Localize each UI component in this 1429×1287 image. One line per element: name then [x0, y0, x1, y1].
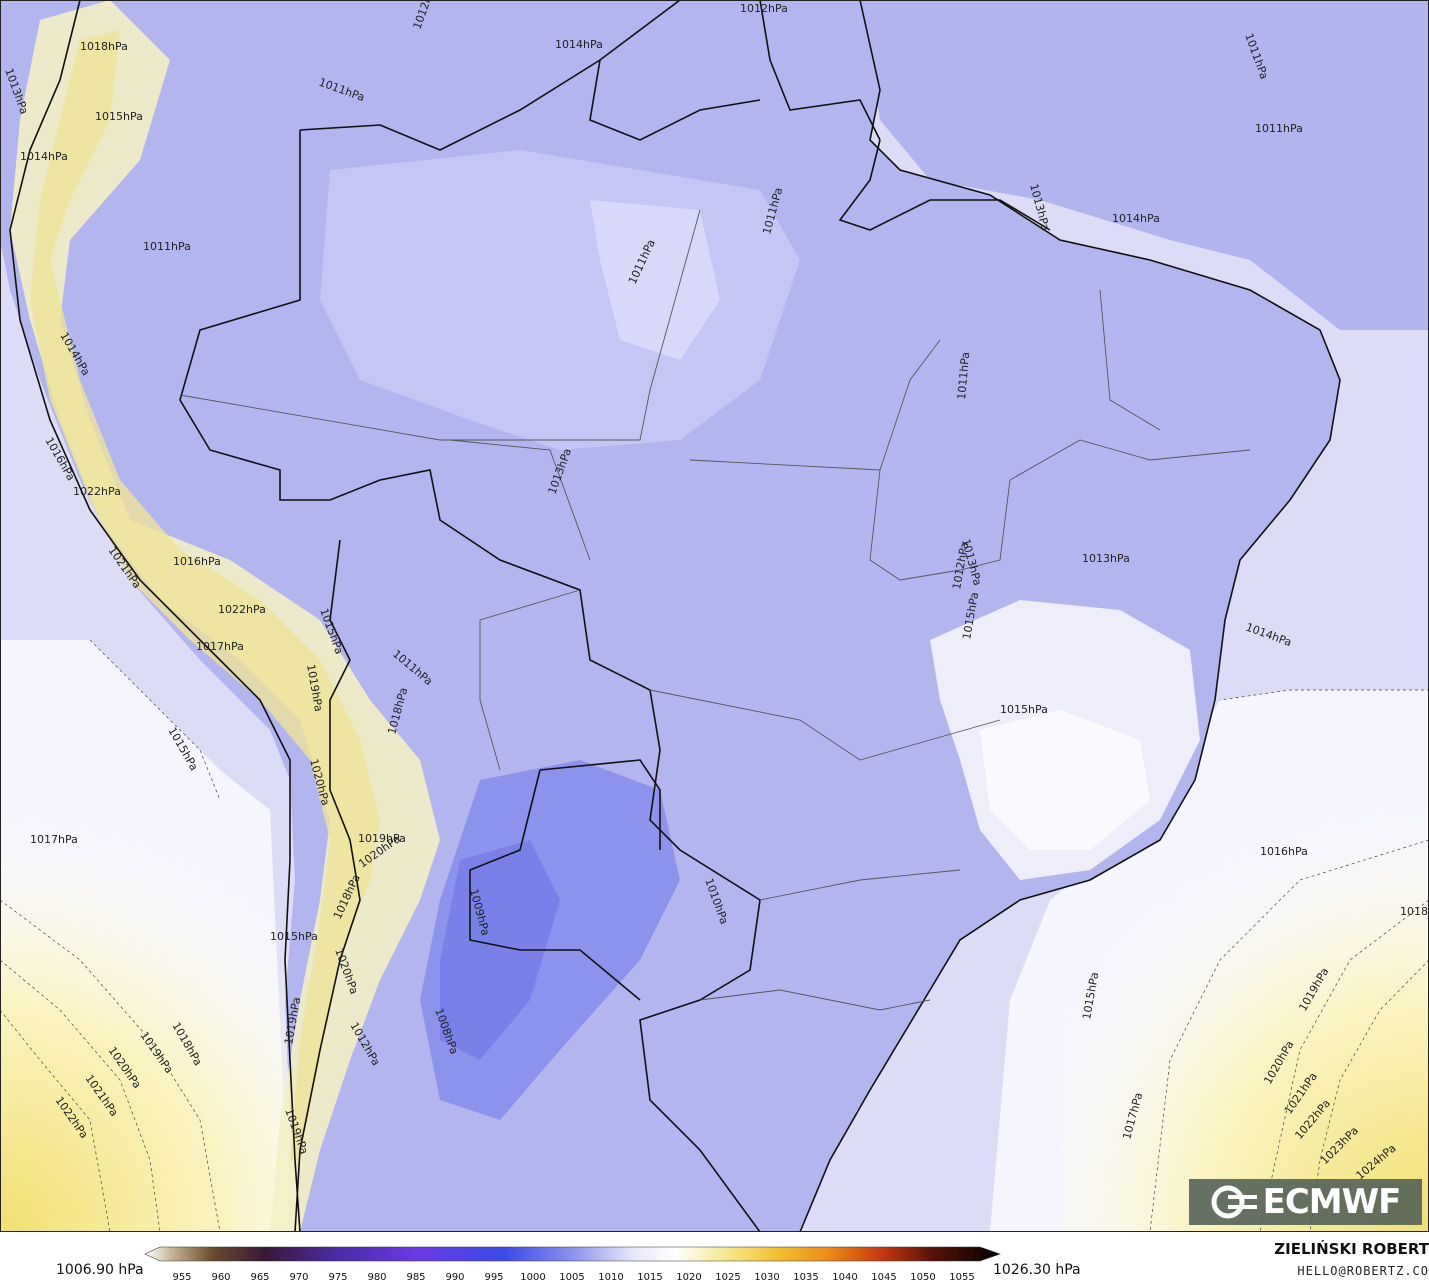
author-credit: ZIELIŃSKI ROBERT	[1274, 1240, 1429, 1258]
isobar-label: 1011hPa	[1255, 122, 1303, 135]
southeast-brazil-white	[980, 710, 1150, 850]
colorbar-tick-label: 1050	[910, 1272, 935, 1283]
colorbar-tick-label: 1025	[715, 1272, 740, 1283]
colorbar-tick-label: 985	[406, 1272, 425, 1283]
coastline	[9, 0, 1341, 1232]
isobar-label: 1018hPa	[80, 40, 128, 53]
colorbar-tick-label: 1030	[754, 1272, 779, 1283]
atlantic-low-area	[860, 0, 1429, 330]
atlantic-high-gradient	[1060, 790, 1429, 1232]
isobar-label: 1022hPa	[73, 485, 121, 498]
colorbar-tick-label: 1005	[559, 1272, 584, 1283]
isobar-label: 1015hPa	[1000, 703, 1048, 716]
colorbar-tick-label: 1015	[637, 1272, 662, 1283]
colorbar: 955 960 965 970 975 980 985 990 995 1000 1005 1010 1…	[144, 1246, 1001, 1283]
colorbar-tick-label: 1000	[520, 1272, 545, 1283]
isobar-label: 1022hPa	[218, 603, 266, 616]
isobar-label: 1011hPa	[955, 351, 972, 400]
colorbar-tick-label: 1035	[793, 1272, 818, 1283]
max-pressure-label: 1026.30 hPa	[993, 1262, 1081, 1278]
colorbar-gradient	[144, 1246, 1001, 1262]
isobar-label: 1019hPa	[358, 832, 406, 845]
state-borders	[179, 209, 1251, 1011]
isobar-label: 1014hPa	[20, 150, 68, 163]
ecmwf-logo: ECMWF	[1189, 1179, 1422, 1225]
isobar-label: 1012hPa	[740, 2, 788, 15]
colorbar-tick-label: 965	[250, 1272, 269, 1283]
ecmwf-logo-text: ECMWF	[1262, 1182, 1402, 1222]
colorbar-tick-label: 980	[367, 1272, 386, 1283]
colorbar-tick-label: 960	[211, 1272, 230, 1283]
min-pressure-label: 1006.90 hPa	[56, 1262, 144, 1278]
isobar-label: 1015hPa	[270, 930, 318, 943]
isobar-label: 1017hPa	[196, 640, 244, 653]
colorbar-tick-label: 990	[445, 1272, 464, 1283]
isobar-label: 1011hPa	[143, 240, 191, 253]
legend-footer: 1006.90 hPa 955 960 96	[0, 1232, 1429, 1287]
colorbar-tick-label: 1045	[871, 1272, 896, 1283]
pressure-map: 1013hPa 1018hPa 1015hPa 1014hPa 1011hPa …	[0, 0, 1429, 1232]
author-email: HELLO@ROBERTZ.CO	[1297, 1264, 1429, 1278]
isobar-label: 1018	[1400, 905, 1428, 918]
central-brazil-light	[590, 200, 720, 360]
isobar-label: 1014hPa	[555, 38, 603, 51]
colorbar-tick-label: 970	[289, 1272, 308, 1283]
isobar-label: 1015hPa	[95, 110, 143, 123]
isobar-label: 1013hPa	[1082, 552, 1130, 565]
isobar-contours	[0, 639, 1429, 1232]
colorbar-ticks: 955 960 965 970 975 980 985 990 995 1000 1005 1010 1…	[172, 1272, 974, 1283]
isobar-label: 1017hPa	[30, 833, 78, 846]
isobar-label: 1014hPa	[1112, 212, 1160, 225]
isobar-label: 1016hPa	[1260, 845, 1308, 858]
colorbar-tick-label: 1040	[832, 1272, 857, 1283]
isobar-label: 1016hPa	[173, 555, 221, 568]
colorbar-tick-label: 995	[484, 1272, 503, 1283]
andes-peak-band	[30, 30, 380, 1160]
colorbar-tick-label: 1010	[598, 1272, 623, 1283]
colorbar-tick-label: 975	[328, 1272, 347, 1283]
ecmwf-logo-icon	[1211, 1185, 1257, 1219]
colorbar-tick-label: 1055	[949, 1272, 974, 1283]
colorbar-tick-label: 1020	[676, 1272, 701, 1283]
pacific-high-gradient	[0, 760, 300, 1232]
colorbar-tick-label: 955	[172, 1272, 191, 1283]
